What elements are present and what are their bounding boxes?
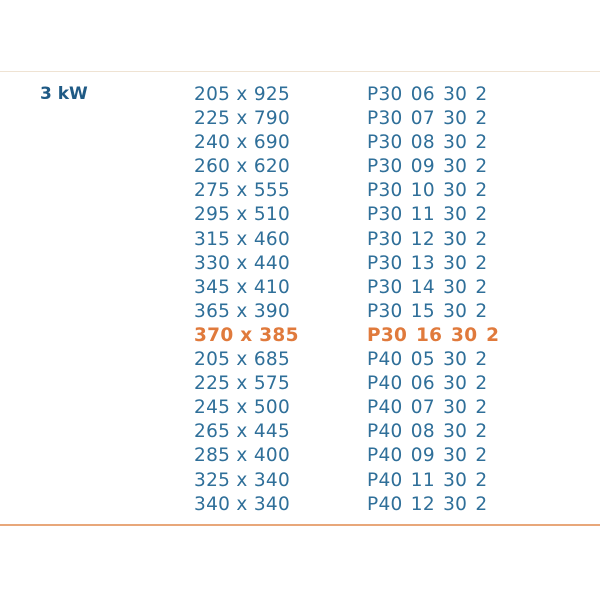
code-cell: P40 07 30 2 (367, 397, 488, 419)
table-row: 315 x 460 P30 12 30 2 (0, 228, 600, 252)
size-cell: 240 x 690 (194, 132, 291, 154)
code-cell: P30 14 30 2 (367, 276, 488, 298)
power-label: 3 kW (40, 84, 88, 104)
table-row: 285 x 400 P40 09 30 2 (0, 444, 600, 468)
table-row: 295 x 510 P30 11 30 2 (0, 203, 600, 227)
size-cell: 295 x 510 (194, 204, 291, 226)
size-cell: 325 x 340 (194, 469, 291, 491)
code-cell: P30 09 30 2 (367, 156, 488, 178)
size-cell: 285 x 400 (194, 445, 291, 467)
size-cell: 260 x 620 (194, 156, 291, 178)
size-cell: 370 x 385 (194, 324, 299, 346)
code-cell: P30 12 30 2 (367, 228, 488, 250)
code-cell: P40 09 30 2 (367, 445, 488, 467)
size-cell: 265 x 445 (194, 421, 291, 443)
table-row: 345 x 410 P30 14 30 2 (0, 276, 600, 300)
table-row: 265 x 445 P40 08 30 2 (0, 420, 600, 444)
table-row: 260 x 620 P30 09 30 2 (0, 155, 600, 179)
code-cell: P30 07 30 2 (367, 108, 488, 130)
code-cell: P30 13 30 2 (367, 252, 488, 274)
table-row: 205 x 925 P30 06 30 2 (0, 83, 600, 107)
table-row: 325 x 340 P40 11 30 2 (0, 469, 600, 493)
code-cell: P30 11 30 2 (367, 204, 488, 226)
size-cell: 345 x 410 (194, 276, 291, 298)
code-cell: P40 08 30 2 (367, 421, 488, 443)
code-cell: P30 10 30 2 (367, 180, 488, 202)
size-cell: 245 x 500 (194, 397, 291, 419)
code-cell: P30 06 30 2 (367, 84, 488, 105)
table-row: 330 x 440 P30 13 30 2 (0, 252, 600, 276)
table-row-highlighted: 370 x 385 P30 16 30 2 (0, 324, 600, 348)
size-cell: 330 x 440 (194, 252, 291, 274)
code-cell: P30 15 30 2 (367, 300, 488, 322)
code-cell: P40 11 30 2 (367, 469, 488, 491)
size-cell: 225 x 575 (194, 373, 291, 395)
bottom-divider (0, 524, 600, 526)
code-cell: P40 06 30 2 (367, 373, 488, 395)
code-cell: P30 08 30 2 (367, 132, 488, 154)
table-row: 225 x 790 P30 07 30 2 (0, 107, 600, 131)
table-row: 365 x 390 P30 15 30 2 (0, 300, 600, 324)
table-row: 240 x 690 P30 08 30 2 (0, 131, 600, 155)
size-cell: 205 x 925 (194, 84, 291, 105)
product-table: 205 x 925 P30 06 30 2 225 x 790 P30 07 30 2… (0, 83, 600, 517)
table-row: 225 x 575 P40 06 30 2 (0, 372, 600, 396)
size-cell: 315 x 460 (194, 228, 291, 250)
top-divider (0, 71, 600, 72)
table-row: 205 x 685 P40 05 30 2 (0, 348, 600, 372)
code-cell: P40 05 30 2 (367, 349, 488, 371)
table-row: 245 x 500 P40 07 30 2 (0, 396, 600, 420)
size-cell: 225 x 790 (194, 108, 291, 130)
table-row: 340 x 340 P40 12 30 2 (0, 493, 600, 517)
table-row: 275 x 555 P30 10 30 2 (0, 179, 600, 203)
size-cell: 275 x 555 (194, 180, 291, 202)
code-cell: P30 16 30 2 (367, 324, 500, 346)
code-cell: P40 12 30 2 (367, 493, 488, 515)
size-cell: 365 x 390 (194, 300, 291, 322)
size-cell: 205 x 685 (194, 349, 291, 371)
size-cell: 340 x 340 (194, 493, 291, 515)
